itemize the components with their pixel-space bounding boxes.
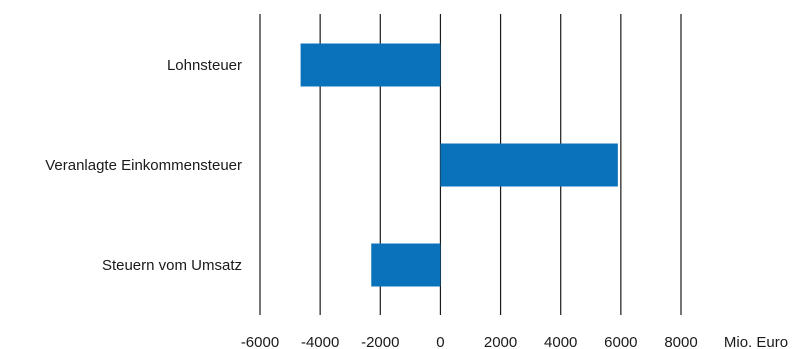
x-tick-label: -2000 (361, 334, 399, 349)
category-label: Veranlagte Einkommensteuer (45, 157, 242, 174)
category-label: Lohnsteuer (167, 57, 242, 74)
x-tick-label: -6000 (241, 334, 279, 349)
x-tick-label: 4000 (544, 334, 577, 349)
x-tick-labels: -6000 -4000 -2000 0 2000 4000 6000 8000 (241, 334, 698, 349)
bar (300, 43, 441, 87)
x-tick-label: 2000 (484, 334, 517, 349)
x-tick-label: 0 (436, 334, 444, 349)
x-axis-unit-label: Mio. Euro (724, 334, 788, 349)
bar (371, 243, 441, 287)
x-tick-label: 8000 (664, 334, 697, 349)
bars (300, 43, 618, 287)
x-tick-label: 6000 (604, 334, 637, 349)
category-labels: Lohnsteuer Veranlagte Einkommensteuer Steu… (45, 57, 242, 274)
x-tick-label: -4000 (301, 334, 339, 349)
category-label: Steuern vom Umsatz (102, 257, 242, 274)
bar (440, 143, 618, 187)
